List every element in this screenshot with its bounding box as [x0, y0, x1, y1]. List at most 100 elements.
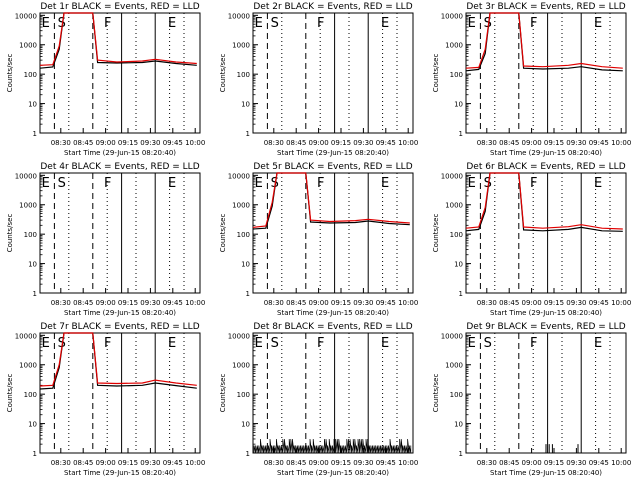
- plot-frame: [40, 173, 200, 293]
- plot-frame: [253, 333, 413, 453]
- plot-frame: [253, 173, 413, 293]
- panel-8: Det 8r BLACK = Events, RED = LLD Counts/s…: [219, 322, 418, 477]
- panel-2: Det 2r BLACK = Events, RED = LLD Counts/s…: [219, 2, 418, 157]
- y-tick-label: 10000: [228, 172, 250, 180]
- x-tick-label: 09:15: [331, 139, 351, 147]
- y-tick-label: 10000: [441, 12, 463, 20]
- marker-label: E: [594, 336, 602, 351]
- y-tick-label: 10000: [228, 332, 250, 340]
- x-tick-label: 09:00: [309, 139, 329, 147]
- x-tick-label: 08:45: [499, 299, 519, 307]
- y-tick-label: 100: [237, 71, 250, 79]
- panel-9: Det 9r BLACK = Events, RED = LLDCounts/s…: [432, 322, 631, 477]
- panel-4: Det 4r BLACK = Events, RED = LLD Counts/s…: [6, 162, 205, 317]
- y-tick-label: 1000: [445, 202, 463, 210]
- x-axis-label: Start Time (29-Jun-15 08:20:40): [490, 309, 602, 317]
- marker-label: S: [484, 336, 492, 351]
- x-tick-label: 09:45: [589, 299, 609, 307]
- y-tick-label: 10: [454, 421, 463, 429]
- y-tick-label: 1000: [19, 202, 37, 210]
- y-tick-label: 1000: [445, 42, 463, 50]
- y-tick-label: 10: [28, 261, 37, 269]
- marker-label: E: [594, 16, 602, 31]
- x-tick-label: 08:30: [264, 299, 284, 307]
- x-tick-label: 09:15: [118, 139, 138, 147]
- y-tick-label: 1: [246, 290, 250, 298]
- y-tick-label: 100: [24, 71, 37, 79]
- marker-label: F: [104, 336, 111, 351]
- x-tick-label: 09:15: [331, 299, 351, 307]
- y-tick-label: 10: [28, 101, 37, 109]
- x-tick-label: 09:15: [544, 459, 564, 467]
- x-tick-label: 09:15: [118, 459, 138, 467]
- x-tick-label: 09:15: [544, 139, 564, 147]
- plot-frame: [466, 173, 626, 293]
- marker-label: E: [42, 336, 50, 351]
- y-tick-label: 1: [33, 130, 37, 138]
- x-tick-label: 10:00: [398, 459, 418, 467]
- y-tick-label: 10: [241, 261, 250, 269]
- panel-title: Det 9r BLACK = Events, RED = LLD: [466, 322, 625, 332]
- y-tick-label: 10: [454, 261, 463, 269]
- x-tick-label: 10:00: [398, 139, 418, 147]
- x-tick-label: 08:45: [286, 299, 306, 307]
- marker-label: E: [468, 176, 476, 191]
- marker-label: F: [530, 176, 537, 191]
- marker-label: E: [468, 16, 476, 31]
- x-tick-label: 09:00: [522, 299, 542, 307]
- marker-label: E: [42, 176, 50, 191]
- plot-frame: [40, 13, 200, 133]
- panel-6: Det 6r BLACK = Events, RED = LLDCounts/s…: [432, 162, 631, 317]
- panel-5: Det 5r BLACK = Events, RED = LLD Counts/s…: [219, 162, 418, 317]
- y-tick-label: 10000: [441, 172, 463, 180]
- y-tick-label: 10000: [15, 332, 37, 340]
- y-tick-label: 1000: [19, 42, 37, 50]
- marker-label: F: [317, 16, 324, 31]
- marker-label: S: [58, 176, 66, 191]
- panel-7: Det 7r BLACK = Events, RED = LLD Counts/s…: [6, 322, 205, 477]
- x-axis-label: Start Time (29-Jun-15 08:20:40): [277, 149, 389, 157]
- y-tick-label: 1000: [19, 362, 37, 370]
- y-axis-label: Counts/sec: [219, 374, 227, 413]
- y-tick-label: 10: [28, 421, 37, 429]
- x-tick-label: 08:30: [51, 139, 71, 147]
- x-tick-label: 09:30: [140, 139, 160, 147]
- marker-label: S: [271, 16, 279, 31]
- x-tick-label: 08:45: [499, 139, 519, 147]
- x-axis-label: Start Time (29-Jun-15 08:20:40): [277, 469, 389, 477]
- marker-label: S: [271, 336, 279, 351]
- y-tick-label: 1: [33, 450, 37, 458]
- marker-label: E: [381, 176, 389, 191]
- x-tick-label: 08:30: [477, 299, 497, 307]
- marker-label: E: [381, 336, 389, 351]
- x-tick-label: 09:45: [163, 139, 183, 147]
- marker-label: E: [168, 16, 176, 31]
- panel-title: Det 5r BLACK = Events, RED = LLD: [253, 162, 412, 172]
- y-axis-label: Counts/sec: [219, 54, 227, 93]
- y-tick-label: 100: [450, 231, 463, 239]
- x-tick-label: 08:45: [73, 459, 93, 467]
- x-tick-label: 09:30: [566, 139, 586, 147]
- y-tick-label: 100: [24, 231, 37, 239]
- x-tick-label: 09:30: [140, 459, 160, 467]
- x-tick-label: 10:00: [611, 139, 631, 147]
- y-tick-label: 100: [24, 391, 37, 399]
- marker-label: F: [530, 16, 537, 31]
- x-tick-label: 09:00: [309, 299, 329, 307]
- x-tick-label: 08:30: [264, 139, 284, 147]
- x-tick-label: 10:00: [398, 299, 418, 307]
- y-tick-label: 1000: [232, 42, 250, 50]
- x-tick-label: 08:45: [73, 299, 93, 307]
- marker-label: E: [594, 176, 602, 191]
- y-tick-label: 100: [450, 71, 463, 79]
- x-tick-label: 09:00: [522, 459, 542, 467]
- plot-frame: [466, 333, 626, 453]
- panel-1: Det 1r BLACK = Events, RED = LLD Counts/s…: [6, 2, 205, 157]
- series-line: [254, 439, 411, 453]
- marker-label: F: [104, 176, 111, 191]
- marker-label: E: [381, 16, 389, 31]
- y-tick-label: 1: [459, 450, 463, 458]
- y-tick-label: 1: [459, 290, 463, 298]
- marker-label: E: [42, 16, 50, 31]
- x-tick-label: 08:30: [51, 299, 71, 307]
